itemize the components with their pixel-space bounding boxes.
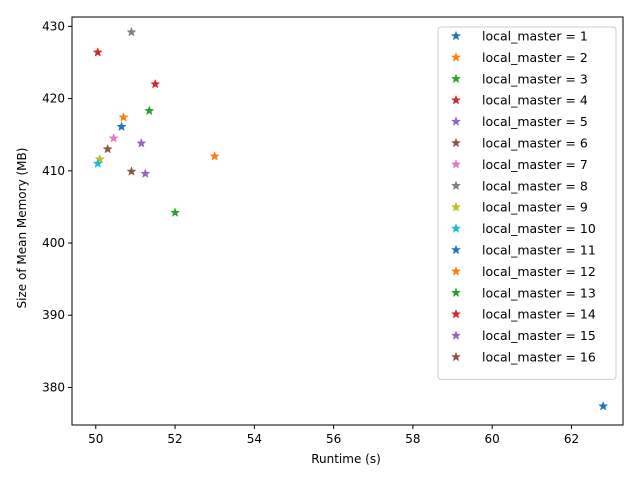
- data-point-series-6: [126, 166, 137, 176]
- x-tick-label: 62: [564, 432, 579, 446]
- legend-marker: [450, 73, 462, 84]
- data-point-series-8: [126, 26, 137, 37]
- legend-marker: [450, 266, 462, 276]
- legend-marker: [450, 223, 462, 233]
- legend-marker: [450, 159, 462, 169]
- legend-label: local_master = 10: [482, 221, 596, 236]
- legend-box: [437, 26, 617, 380]
- legend-marker: [450, 52, 462, 62]
- legend-label: local_master = 15: [482, 328, 596, 343]
- legend-marker: [450, 94, 462, 105]
- y-axis-label: Size of Mean Memory (MB): [15, 148, 29, 309]
- legend-marker: [450, 287, 462, 298]
- data-point-series-11: [116, 121, 127, 132]
- legend-label: local_master = 13: [482, 285, 596, 300]
- x-axis-ticks: 50 52 54 56 58 60 62: [88, 425, 579, 446]
- x-tick-label: 56: [326, 432, 341, 446]
- legend-marker: [450, 330, 462, 340]
- legend-marker: [450, 201, 462, 212]
- legend-label: local_master = 8: [482, 178, 588, 193]
- legend-label: local_master = 9: [482, 200, 588, 215]
- x-tick-label: 50: [88, 432, 103, 446]
- data-point-series-2: [209, 151, 220, 161]
- data-point-series-1: [598, 400, 609, 411]
- y-tick-label: 430: [42, 19, 65, 33]
- data-point-series-12: [118, 112, 129, 122]
- legend-marker: [450, 116, 462, 126]
- axes-frame: [71, 16, 624, 426]
- legend-label: local_master = 14: [482, 307, 596, 322]
- legend-marker: [450, 308, 462, 319]
- legend-marker: [450, 30, 462, 41]
- legend-label: local_master = 5: [482, 114, 588, 129]
- data-point-series-3: [170, 207, 181, 217]
- data-point-series-9: [94, 153, 105, 164]
- data-point-series-10: [92, 158, 103, 168]
- y-tick-label: 420: [42, 92, 65, 106]
- legend-label: local_master = 16: [482, 350, 596, 365]
- legend-label: local_master = 2: [482, 50, 588, 65]
- y-tick-label: 380: [42, 380, 65, 394]
- data-point-series-16: [102, 143, 113, 154]
- data-point-series-5: [140, 168, 151, 178]
- legend-label: local_master = 4: [482, 93, 588, 108]
- data-points: [92, 26, 609, 411]
- data-point-series-4: [150, 78, 161, 89]
- x-tick-label: 60: [485, 432, 500, 446]
- plot-area: [71, 16, 624, 426]
- data-point-series-7: [108, 133, 119, 143]
- data-point-series-13: [144, 105, 155, 116]
- legend-label: local_master = 7: [482, 157, 588, 172]
- x-tick-label: 52: [167, 432, 182, 446]
- y-axis-ticks: 380 390 400 410 420 430: [42, 19, 72, 394]
- y-tick-label: 410: [42, 164, 65, 178]
- x-tick-label: 54: [247, 432, 262, 446]
- legend-label: local_master = 3: [482, 71, 588, 86]
- legend-marker: [450, 180, 462, 191]
- x-tick-label: 58: [405, 432, 420, 446]
- legend: local_master = 1 local_master = 2 local_ma…: [437, 26, 617, 380]
- y-tick-label: 400: [42, 236, 65, 250]
- data-point-series-14: [92, 47, 103, 57]
- legend-marker: [450, 137, 462, 148]
- legend-label: local_master = 1: [482, 29, 588, 44]
- legend-marker: [450, 351, 462, 362]
- legend-label: local_master = 11: [482, 243, 596, 258]
- x-axis-label: Runtime (s): [311, 452, 381, 466]
- data-point-series-15: [136, 138, 147, 148]
- legend-label: local_master = 12: [482, 264, 596, 279]
- legend-marker: [450, 244, 462, 255]
- y-tick-label: 390: [42, 308, 65, 322]
- legend-label: local_master = 6: [482, 136, 588, 151]
